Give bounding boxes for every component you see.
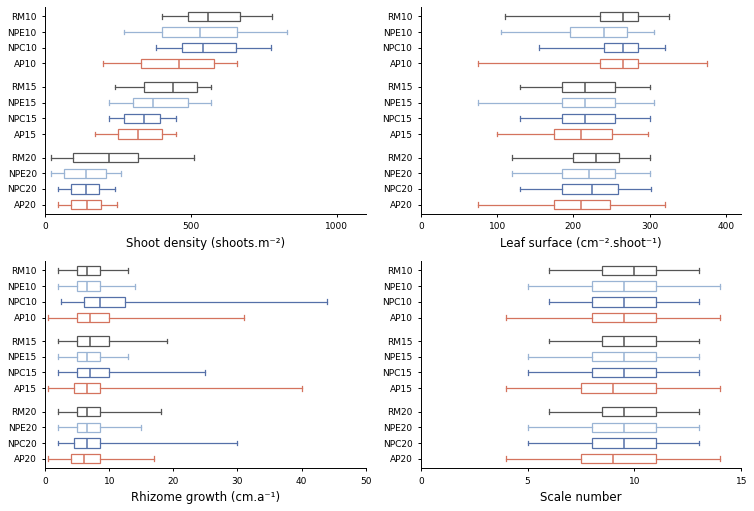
X-axis label: Leaf surface (cm⁻².shoot⁻¹): Leaf surface (cm⁻².shoot⁻¹) <box>500 237 662 250</box>
PathPatch shape <box>554 129 611 139</box>
PathPatch shape <box>144 82 197 91</box>
PathPatch shape <box>133 98 188 107</box>
PathPatch shape <box>592 352 656 361</box>
PathPatch shape <box>77 266 100 275</box>
PathPatch shape <box>124 113 161 123</box>
PathPatch shape <box>77 368 109 377</box>
PathPatch shape <box>569 28 627 37</box>
PathPatch shape <box>77 313 109 322</box>
PathPatch shape <box>592 368 656 377</box>
PathPatch shape <box>573 153 619 162</box>
PathPatch shape <box>562 169 615 178</box>
PathPatch shape <box>77 336 109 346</box>
PathPatch shape <box>161 28 238 37</box>
PathPatch shape <box>72 200 100 210</box>
PathPatch shape <box>604 43 639 53</box>
PathPatch shape <box>581 383 656 393</box>
X-axis label: Scale number: Scale number <box>540 491 622 504</box>
PathPatch shape <box>188 12 241 21</box>
PathPatch shape <box>592 438 656 448</box>
PathPatch shape <box>592 297 656 307</box>
PathPatch shape <box>64 169 106 178</box>
PathPatch shape <box>562 113 615 123</box>
PathPatch shape <box>562 82 615 91</box>
X-axis label: Rhizome growth (cm.a⁻¹): Rhizome growth (cm.a⁻¹) <box>131 491 280 504</box>
PathPatch shape <box>73 153 139 162</box>
PathPatch shape <box>77 282 100 291</box>
PathPatch shape <box>600 12 639 21</box>
PathPatch shape <box>74 438 100 448</box>
PathPatch shape <box>592 282 656 291</box>
PathPatch shape <box>141 59 214 68</box>
PathPatch shape <box>182 43 236 53</box>
PathPatch shape <box>592 313 656 322</box>
PathPatch shape <box>592 423 656 432</box>
PathPatch shape <box>581 454 656 463</box>
PathPatch shape <box>71 454 100 463</box>
PathPatch shape <box>77 423 100 432</box>
PathPatch shape <box>602 407 656 416</box>
PathPatch shape <box>74 383 100 393</box>
PathPatch shape <box>602 266 656 275</box>
PathPatch shape <box>72 184 99 194</box>
X-axis label: Shoot density (shoots.m⁻²): Shoot density (shoots.m⁻²) <box>126 237 285 250</box>
PathPatch shape <box>77 352 100 361</box>
PathPatch shape <box>602 336 656 346</box>
PathPatch shape <box>554 200 610 210</box>
PathPatch shape <box>600 59 639 68</box>
PathPatch shape <box>118 129 161 139</box>
PathPatch shape <box>84 297 125 307</box>
PathPatch shape <box>562 98 615 107</box>
PathPatch shape <box>562 184 618 194</box>
PathPatch shape <box>77 407 100 416</box>
